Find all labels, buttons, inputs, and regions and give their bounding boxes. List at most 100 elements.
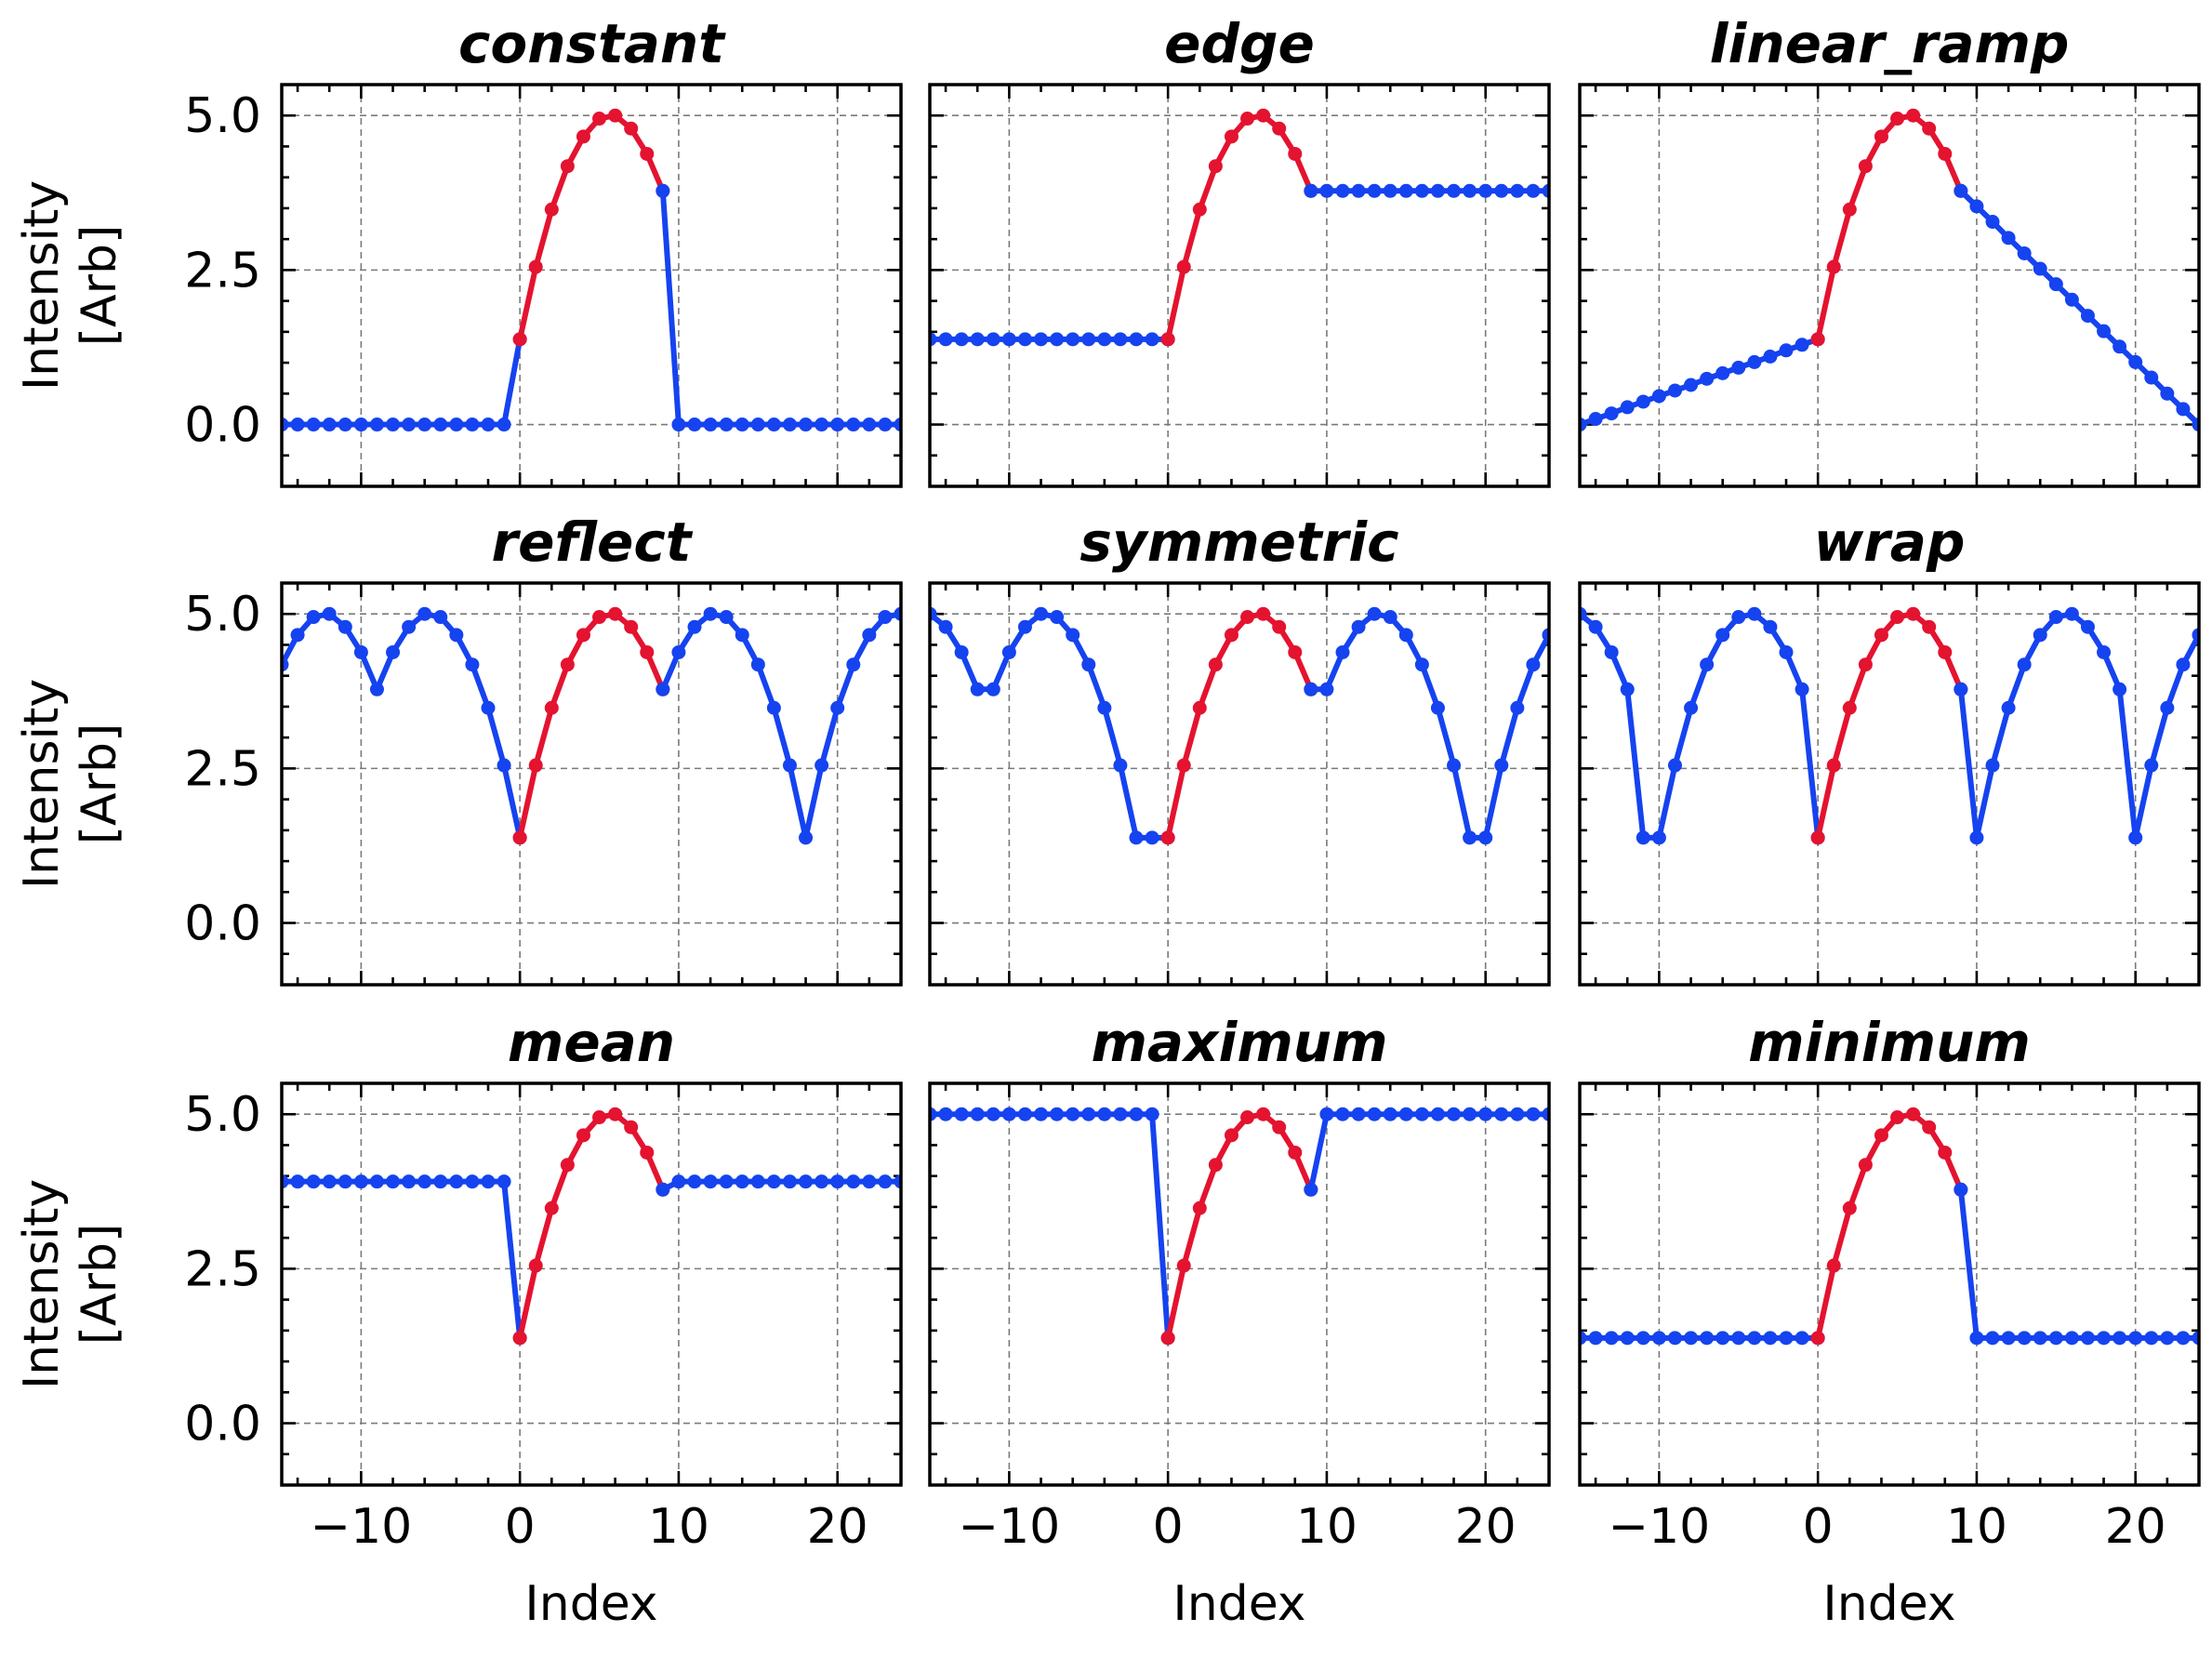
padding-series-line: [930, 611, 1172, 841]
padding-point: [2192, 1331, 2199, 1346]
padding-point: [1954, 682, 1968, 696]
signal-point: [1858, 657, 1873, 672]
padding-point: [1050, 332, 1065, 347]
y-tick-label: 0.0: [184, 398, 261, 454]
signal-point: [624, 1120, 639, 1134]
signal-point: [512, 830, 527, 845]
signal-point: [1224, 129, 1238, 144]
signal-point: [576, 129, 590, 144]
padding-point: [1097, 1107, 1112, 1121]
signal-point: [1240, 610, 1255, 625]
axes-frame: [280, 581, 903, 987]
padding-point: [671, 1174, 686, 1189]
padding-point: [1969, 830, 1984, 845]
signal-point: [624, 121, 639, 136]
padding-point: [465, 418, 480, 432]
padding-point: [2144, 758, 2159, 773]
padding-point: [1017, 619, 1032, 634]
padding-point: [481, 700, 496, 715]
axes-frame: [928, 83, 1551, 488]
padding-point: [449, 628, 464, 643]
signal-point: [1890, 112, 1905, 126]
padding-point: [1494, 183, 1509, 198]
padding-point: [1985, 1331, 2000, 1346]
y-tick-label: 0.0: [184, 896, 261, 952]
padding-point: [1145, 830, 1159, 845]
padding-point: [282, 657, 289, 672]
padding-series-line: [659, 611, 901, 841]
y-tick-label: 0.0: [184, 1397, 261, 1452]
padding-point: [954, 332, 969, 347]
y-tick-label: 2.5: [184, 741, 261, 797]
signal-point: [1842, 202, 1857, 217]
signal-series-line: [1165, 1111, 1314, 1341]
padding-point: [671, 418, 686, 432]
padding-point: [353, 644, 368, 659]
padding-point: [1066, 1107, 1080, 1121]
padding-point: [1542, 628, 1549, 643]
signal-point: [1288, 146, 1303, 161]
signal-point: [1858, 159, 1873, 174]
padding-point: [1620, 682, 1635, 696]
padding-point: [1542, 1107, 1549, 1121]
padding-point: [954, 644, 969, 659]
signal-point: [608, 1107, 623, 1121]
signal-point: [1826, 1258, 1841, 1273]
padding-series-line: [659, 1178, 901, 1193]
padding-point: [930, 606, 937, 621]
x-tick-label: 0: [505, 1499, 536, 1555]
padding-point: [1367, 183, 1382, 198]
padding-point: [417, 418, 432, 432]
signal-point: [640, 1145, 655, 1160]
signal-point: [528, 758, 543, 773]
x-tick-label: 20: [1455, 1499, 1517, 1555]
padding-series-line: [1957, 188, 2199, 428]
signal-point: [544, 202, 559, 217]
padding-point: [894, 418, 901, 432]
padding-point: [2128, 1331, 2143, 1346]
padding-point: [862, 418, 877, 432]
padding-point: [1129, 1107, 1144, 1121]
padding-point: [1731, 610, 1746, 625]
signal-point: [560, 1158, 575, 1173]
signal-point: [1874, 628, 1888, 643]
padding-point: [338, 1174, 352, 1189]
padding-point: [1081, 657, 1096, 672]
padding-point: [703, 606, 718, 621]
signal-point: [1240, 112, 1255, 126]
padding-point: [2097, 1331, 2112, 1346]
padding-point: [1017, 332, 1032, 347]
padding-point: [830, 1174, 845, 1189]
padding-point: [1580, 418, 1587, 432]
axes-frame: [1578, 581, 2201, 987]
padding-point: [433, 418, 448, 432]
padding-point: [2001, 1331, 2016, 1346]
padding-point: [2048, 610, 2063, 625]
padding-series-line: [1307, 1111, 1549, 1193]
padding-point: [1414, 657, 1429, 672]
padding-point: [1398, 183, 1413, 198]
padding-point: [1447, 758, 1462, 773]
padding-point: [782, 1174, 797, 1189]
padding-point: [2176, 1331, 2191, 1346]
y-tick-label: 2.5: [184, 1241, 261, 1297]
padding-point: [986, 682, 1000, 696]
signal-series-line: [517, 611, 666, 841]
padding-point: [1636, 1331, 1650, 1346]
padding-point: [2080, 309, 2095, 324]
padding-point: [862, 628, 877, 643]
padding-point: [1604, 1331, 1619, 1346]
padding-point: [2017, 1331, 2032, 1346]
padding-point: [1620, 1331, 1635, 1346]
padding-point: [1097, 332, 1112, 347]
signal-point: [1176, 758, 1191, 773]
panel-title: wrap: [1814, 511, 1966, 574]
padding-point: [2017, 245, 2032, 260]
padding-point: [815, 418, 829, 432]
padding-point: [306, 610, 321, 625]
padding-point: [1715, 628, 1730, 643]
padding-point: [2097, 644, 2112, 659]
padding-point: [735, 418, 749, 432]
plot-area: [282, 1107, 901, 1346]
padding-point: [1383, 183, 1397, 198]
